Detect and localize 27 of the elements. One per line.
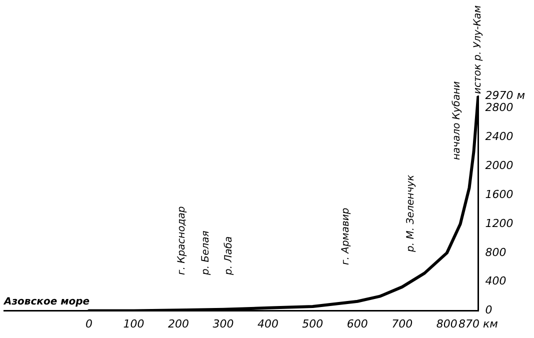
y-tick-label: 400 bbox=[485, 274, 506, 288]
y-tick-label: 800 bbox=[485, 246, 506, 259]
annotation: р. М. Зеленчук bbox=[406, 174, 417, 253]
y-tick-label: 1200 bbox=[485, 216, 514, 230]
annotation: р. Белая bbox=[200, 230, 212, 276]
annotation: р. Лаба bbox=[224, 236, 235, 276]
x-tick-label: 400 bbox=[257, 317, 278, 330]
x-tick-label: 600 bbox=[346, 317, 368, 330]
x-tick-label: 200 bbox=[168, 317, 189, 330]
annotation: Азовское море bbox=[3, 296, 90, 308]
annotation: г. Армавир bbox=[340, 208, 352, 265]
x-tick-label: 100 bbox=[123, 317, 144, 330]
y-tick-label: 1600 bbox=[485, 188, 514, 201]
x-tick-label: 0 bbox=[86, 317, 92, 330]
y-tick-label: 2400 bbox=[485, 130, 514, 144]
y-tick-label: 2970 м bbox=[485, 88, 526, 102]
x-tick-label: 870 км bbox=[458, 317, 498, 330]
text: исток р. Улу-Кам bbox=[472, 4, 484, 94]
annotation: г. Краснодар bbox=[176, 206, 188, 275]
y-tick-label: 0 bbox=[485, 304, 492, 317]
y-tick-label: 2800 bbox=[485, 101, 514, 114]
x-tick-label: 300 bbox=[212, 317, 234, 330]
annotation: начало Кубани bbox=[452, 80, 463, 160]
y-tick-label: 2000 bbox=[485, 159, 514, 172]
x-tick-label: 500 bbox=[302, 317, 324, 330]
x-tick-label: 700 bbox=[392, 317, 413, 330]
x-tick-label: 800 bbox=[436, 317, 458, 330]
